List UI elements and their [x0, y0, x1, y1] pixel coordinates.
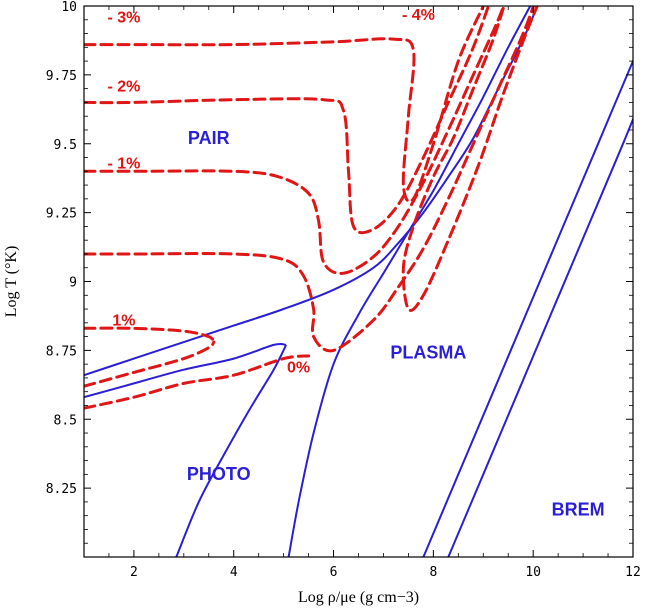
region-label-photo: PHOTO [187, 464, 251, 484]
x-tick-label: 10 [525, 565, 541, 580]
y-tick-label: 8.75 [46, 344, 77, 359]
x-tick-label: 4 [230, 565, 238, 580]
curves-layer [84, 6, 633, 557]
x-axis-title: Log ρ/μe (g cm−3) [298, 589, 419, 606]
boundary-line-1 [84, 6, 539, 377]
contour-line-2 [84, 6, 491, 235]
contour-line-8 [401, 6, 539, 312]
y-tick-label: 10 [61, 0, 77, 15]
y-tick-label: 8.5 [54, 413, 77, 428]
y-tick-label: 8.25 [46, 482, 77, 497]
y-tick-label: 9.5 [54, 138, 77, 153]
contour-label: - 4% [402, 7, 435, 24]
contour-line-3 [84, 6, 506, 275]
boundary-line-6 [447, 116, 633, 557]
y-axis-title: Log T (°K) [3, 246, 20, 318]
contour-line-7 [84, 354, 311, 410]
x-tick-label: 2 [130, 565, 138, 580]
contour-label: - 1% [107, 156, 140, 173]
contour-line-1 [84, 6, 485, 204]
contour-label: 0% [287, 359, 310, 376]
region-label-pair: PAIR [188, 128, 230, 148]
x-tick-label: 6 [330, 565, 338, 580]
x-tick-label: 8 [429, 565, 437, 580]
region-label-brem: BREM [552, 500, 605, 520]
contour-label: - 2% [107, 78, 140, 95]
boundary-line-3 [175, 344, 287, 557]
contour-line-4 [84, 6, 536, 353]
boundary-line-5 [422, 58, 633, 557]
contour-label: - 3% [107, 10, 140, 27]
contour-line-5 [84, 326, 216, 344]
boundary-line-4 [287, 6, 532, 557]
contour-label: 1% [112, 313, 135, 330]
contour-line-6 [84, 340, 216, 388]
y-tick-label: 9 [69, 276, 77, 291]
boundary-line-2 [84, 342, 287, 399]
region-label-plasma: PLASMA [390, 343, 466, 363]
plot-frame [83, 5, 634, 558]
y-tick-label: 9.25 [46, 207, 77, 222]
y-tick-label: 9.75 [46, 69, 77, 84]
x-tick-label: 12 [625, 565, 641, 580]
ticks-layer: 2 4 6 8 10 12 8.25 8.5 8.75 9 9.25 9.5 9.75 10 [46, 0, 641, 580]
labels-layer: PAIR PHOTO PLASMA BREM - 3% - 2% - 1% 1% 0% - 4% [107, 7, 604, 520]
